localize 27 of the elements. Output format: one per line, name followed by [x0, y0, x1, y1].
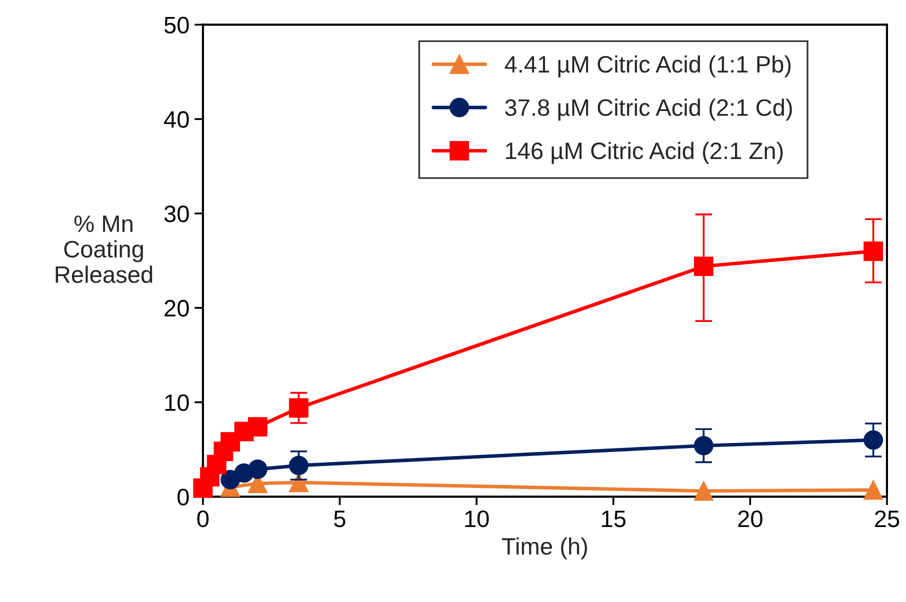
x-tick-label: 5 — [334, 510, 346, 528]
legend-label: 146 µM Citric Acid (2:1 Zn) — [506, 142, 783, 164]
y-tick-label: 50 — [164, 16, 189, 34]
legend-label: 4.41 µM Citric Acid (1:1 Pb) — [504, 55, 791, 78]
y-tick-label: 10 — [165, 394, 189, 412]
y-axis-title: % Mn Coating Released — [56, 216, 152, 283]
point — [694, 436, 714, 456]
point — [864, 480, 884, 500]
point — [288, 456, 308, 476]
x-tick-label: 15 — [602, 510, 626, 528]
x-tick-label: 0 — [197, 510, 209, 528]
legend-label: 37.8 µM Citric Acid (2:1 Cd) — [505, 98, 792, 121]
y-tick-label: 30 — [164, 206, 189, 222]
x-tick-label: 10 — [465, 510, 489, 528]
point — [248, 417, 268, 437]
y-tick-label: 20 — [164, 300, 189, 317]
x-tick-label: 20 — [738, 510, 762, 528]
point — [864, 242, 884, 261]
y-tick-label: 40 — [164, 111, 189, 128]
point — [864, 430, 884, 450]
x-axis-title: Time (h) — [502, 537, 587, 560]
y-tick-label: 0 — [178, 488, 189, 506]
point — [694, 481, 714, 501]
point — [288, 398, 308, 418]
point — [248, 460, 268, 479]
point — [694, 256, 714, 276]
x-tick-label: 25 — [875, 510, 900, 528]
